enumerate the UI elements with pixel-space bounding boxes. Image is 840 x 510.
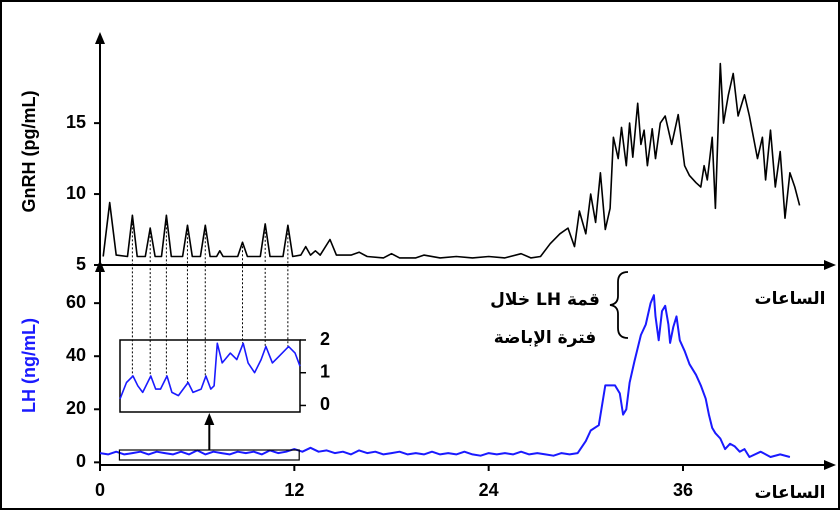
zoom-arrow-head	[204, 413, 215, 425]
y-tick-label: 20	[66, 398, 86, 418]
y-tick-label: 5	[76, 254, 86, 274]
data-line	[102, 62, 801, 259]
x-axis-label: الساعات	[755, 289, 826, 309]
y-tick-label: 1	[320, 361, 330, 381]
y-axis-label: GnRH (pg/mL)	[19, 91, 39, 213]
y-tick-label: 0	[320, 394, 330, 414]
axis-arrow	[824, 260, 836, 270]
annotation-brace	[609, 271, 629, 339]
x-tick-label: 36	[673, 480, 693, 500]
y-tick-label: 60	[66, 292, 86, 312]
x-tick-label: 24	[479, 480, 499, 500]
data-line	[99, 294, 791, 458]
y-tick-label: 40	[66, 345, 86, 365]
axis-arrow	[824, 460, 836, 470]
annotation: فترة الإباضة	[494, 328, 597, 348]
y-tick-label: 10	[66, 183, 86, 203]
axis-arrow	[95, 260, 105, 272]
annotation: قمة LH خلال	[490, 290, 600, 310]
y-tick-label: 15	[66, 112, 86, 132]
x-axis-label: الساعات	[755, 483, 826, 503]
y-axis-label: LH (ng/mL)	[19, 318, 39, 413]
x-tick-label: 12	[284, 480, 304, 500]
y-tick-label: 2	[320, 329, 330, 349]
y-tick-label: 0	[76, 451, 86, 471]
x-tick-label: 0	[95, 480, 105, 500]
inset-box	[119, 339, 301, 413]
data-line	[119, 342, 301, 400]
axis-arrow	[95, 32, 105, 44]
